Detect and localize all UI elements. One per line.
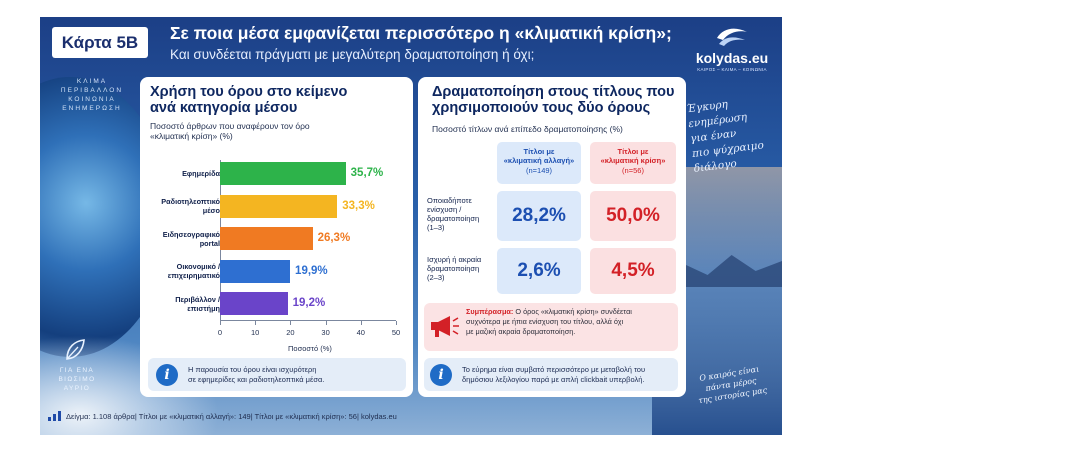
data-label: 33,3% <box>342 199 375 212</box>
wave-logo-icon <box>717 28 747 46</box>
x-tick <box>396 321 397 325</box>
right-info-text: Το εύρημα είναι συμβατό περισσότερο με μ… <box>462 365 646 384</box>
left-panel-title: Χρήση του όρου στο κείμενο ανά κατηγορία … <box>150 84 348 116</box>
footer: Δείγμα: 1.108 άρθρα| Τίτλοι με «κλιματικ… <box>66 412 397 421</box>
x-tick <box>290 321 292 325</box>
right-info-box <box>424 358 678 391</box>
card-badge: Κάρτα 5Β <box>52 27 148 58</box>
bar <box>220 194 338 218</box>
bar <box>220 259 291 283</box>
category-label: Εφημερίδα <box>182 169 220 178</box>
category-label: Περιβάλλον / επιστήμη <box>175 294 220 313</box>
data-label: 35,7% <box>350 167 384 179</box>
right-panel-subtitle: Ποσοστό τίτλων ανά επίπεδο δραματοποίηση… <box>432 124 623 134</box>
bar <box>220 227 313 250</box>
x-tick-label: 10 <box>251 328 260 337</box>
x-tick-label: 30 <box>321 328 330 337</box>
x-tick-label: 20 <box>286 328 295 337</box>
logo-name: kolydas.eu <box>695 50 769 66</box>
leaf-icon <box>66 339 85 360</box>
data-label: 19,9% <box>295 264 328 277</box>
logo-tagline: ΚΑΙΡΟΣ – ΚΛΙΜΑ – ΚΟΙΝΩΝΙΑ <box>697 67 767 72</box>
x-tick-label: 0 <box>217 328 223 337</box>
data-label: 19,2% <box>292 297 326 309</box>
x-tick <box>360 321 362 325</box>
info-icon: i <box>430 364 452 386</box>
conclusion-box <box>424 303 678 351</box>
left-info-text: Η παρουσία του όρου είναι ισχυρότερη σε ε… <box>188 365 325 384</box>
footer-link[interactable]: kolydas.eu <box>360 412 397 421</box>
brand-logo[interactable]: kolydas.eu ΚΑΙΡΟΣ – ΚΛΙΜΑ – ΚΟΙΝΩΝΙΑ <box>692 24 772 72</box>
footer-titles-change: Τίτλοι με «κλιματική αλλαγή»: 149 <box>138 412 251 421</box>
category-label: Οικονομικό / επιχειρηματικό <box>167 262 220 280</box>
info-icon: i <box>156 364 178 386</box>
data-label: 26,3% <box>317 232 351 244</box>
table-cell: 50,0% <box>590 191 676 241</box>
category-label: Ειδησεογραφικό portal <box>162 229 220 248</box>
row-label-strong-dramatization: Ισχυρή ή ακραία δραματοποίηση (2–3) <box>427 255 482 282</box>
footer-sample: Δείγμα: 1.108 άρθρα <box>66 412 135 421</box>
category-label: Ραδιοτηλεοπτικό μέσο <box>161 197 220 215</box>
column-header-climate-change: Τίτλοι με «κλιματική αλλαγή» (n=149) <box>497 142 581 184</box>
x-axis-title: Ποσοστό (%) <box>288 344 332 353</box>
bar-chart-icon <box>48 411 61 421</box>
x-tick <box>325 321 327 325</box>
x-axis-line <box>220 320 396 321</box>
page-title: Σε ποια μέσα εμφανίζεται περισσότερο η «… <box>170 23 672 43</box>
x-tick <box>255 321 257 325</box>
table-cell: 4,5% <box>590 248 676 294</box>
side-text-left-top: ΚΛΙΜΑ ΠΕΡΙΒΑΛΛΟΝ ΚΟΙΝΩΝΙΑ ΕΝΗΜΕΡΩΣΗ <box>60 78 124 112</box>
x-tick <box>220 321 221 325</box>
bar <box>220 162 346 185</box>
x-tick-label: 40 <box>356 328 365 337</box>
side-quote-right-top: Έγκυρη ενημέρωση για έναν πιο ψύχραιμο διά… <box>685 98 765 175</box>
conclusion-text: Συμπέρασμα: Ο όρος «κλιματική κρίση» συν… <box>466 307 632 336</box>
page-subtitle: Και συνδέεται πράγματι με μεγαλύτερη δρα… <box>170 47 535 62</box>
left-panel-subtitle: Ποσοστό άρθρων που αναφέρουν τον όρο «κλι… <box>150 121 310 141</box>
side-text-left-bottom: ΓΙΑ ΕΝΑ ΒΙΩΣΙΜΟ ΑΥΡΙΟ <box>58 367 96 392</box>
table-cell: 2,6% <box>497 248 581 294</box>
left-info-box <box>148 358 406 391</box>
row-label-any-dramatization: Οποιαδήποτε ενίσχυση / δραματοποίηση (1–3) <box>427 196 480 232</box>
footer-titles-crisis: Τίτλοι με «κλιματική κρίση»: 56 <box>254 412 357 421</box>
megaphone-icon <box>431 316 459 337</box>
column-header-climate-crisis: Τίτλοι με «κλιματική κρίση» (n=56) <box>590 142 676 184</box>
right-panel-title: Δραματοποίηση στους τίτλους που χρησιμοπο… <box>432 84 675 116</box>
x-tick-label: 50 <box>391 328 401 337</box>
bar <box>220 292 288 315</box>
table-cell: 28,2% <box>497 191 581 241</box>
